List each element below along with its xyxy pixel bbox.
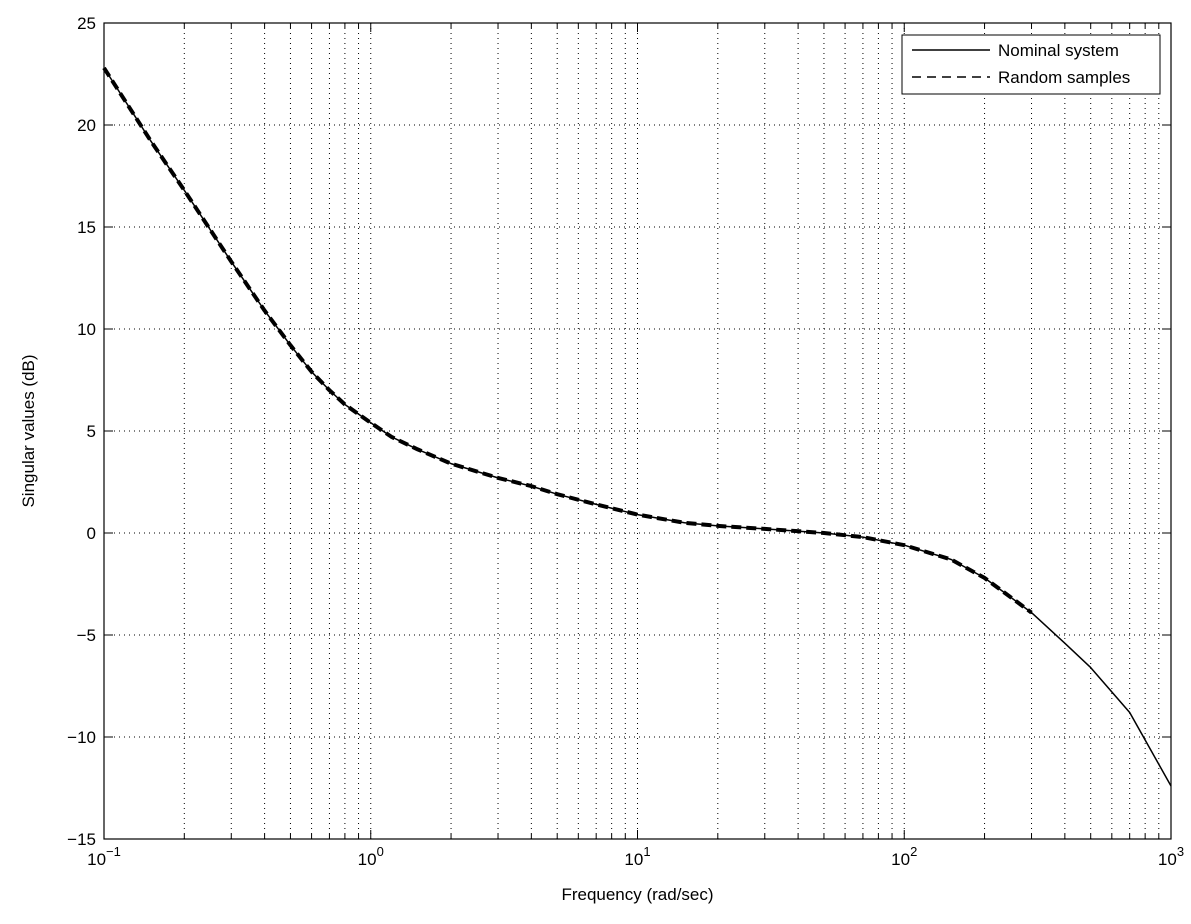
legend-label-random: Random samples (998, 68, 1130, 87)
x-tick-label: 10−1 (87, 844, 121, 869)
x-tick-label-base: 10 (1158, 850, 1177, 869)
x-tick-label: 103 (1158, 844, 1184, 869)
x-tick-label: 101 (624, 844, 650, 869)
y-tick-label: 25 (77, 14, 96, 33)
series-line-random (102, 66, 1033, 615)
x-tick-label-base: 10 (891, 850, 910, 869)
y-tick-label: −10 (67, 728, 96, 747)
y-tick-label: −5 (77, 626, 96, 645)
plot-lines (102, 66, 1172, 787)
ticks (103, 22, 1172, 840)
x-tick-label-exponent: 2 (910, 844, 917, 859)
x-tick-label-exponent: 0 (377, 844, 384, 859)
x-tick-label: 102 (891, 844, 917, 869)
legend-label-nominal: Nominal system (998, 41, 1119, 60)
x-tick-label-exponent: 3 (1177, 844, 1184, 859)
y-tick-label: 0 (87, 524, 96, 543)
x-tick-label-base: 10 (624, 850, 643, 869)
x-tick-label-exponent: 1 (643, 844, 650, 859)
y-tick-label: 5 (87, 422, 96, 441)
y-tick-label: 10 (77, 320, 96, 339)
legend: Nominal system Random samples (901, 34, 1161, 95)
y-tick-label: 20 (77, 116, 96, 135)
y-tick-label: −15 (67, 830, 96, 849)
x-tick-label-base: 10 (87, 850, 106, 869)
y-axis-label: Singular values (dB) (19, 354, 38, 507)
x-axis-label: Frequency (rad/sec) (561, 885, 713, 904)
x-tick-label-exponent: −1 (106, 844, 121, 859)
x-tick-label-base: 10 (358, 850, 377, 869)
grid (104, 23, 1171, 839)
y-tick-label: 15 (77, 218, 96, 237)
legend-box (901, 34, 1161, 95)
x-tick-label: 100 (358, 844, 384, 869)
